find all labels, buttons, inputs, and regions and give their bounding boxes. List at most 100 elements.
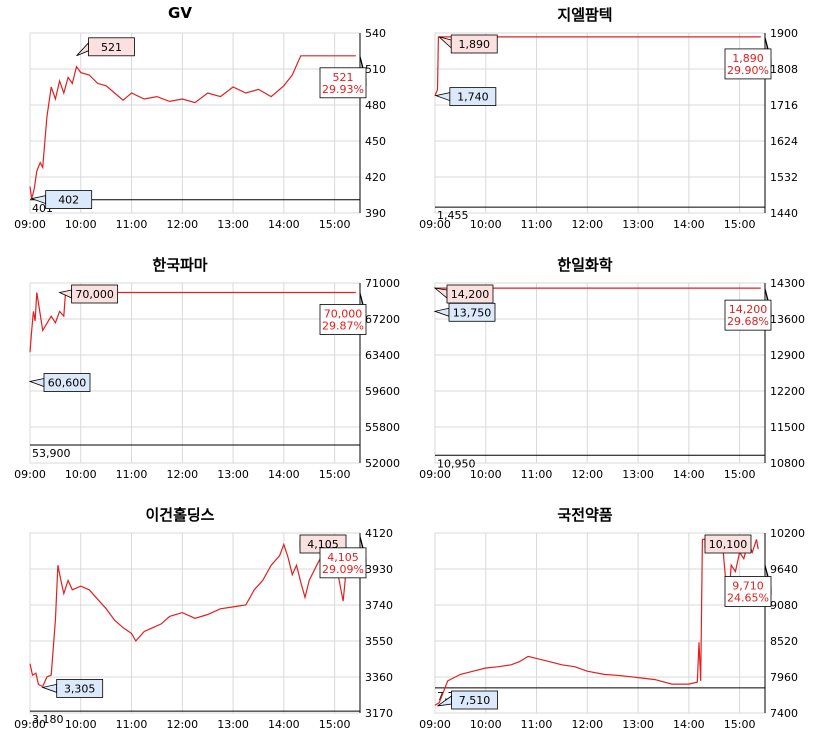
x-tick-label: 11:00 bbox=[116, 718, 148, 731]
y-tick-label: 3740 bbox=[365, 599, 393, 612]
chart-title: 지엘팜텍 bbox=[557, 6, 613, 24]
y-tick-label: 67200 bbox=[365, 313, 400, 326]
y-tick-label: 480 bbox=[365, 99, 386, 112]
price-line bbox=[434, 538, 759, 706]
low-callout: 7,510 bbox=[437, 690, 498, 710]
svg-text:4,105: 4,105 bbox=[327, 551, 359, 564]
y-tick-label: 1440 bbox=[770, 207, 798, 220]
y-tick-label: 1624 bbox=[770, 135, 798, 148]
plot-frame bbox=[29, 282, 361, 464]
svg-text:1,740: 1,740 bbox=[457, 91, 489, 104]
base-line-label: 1,455 bbox=[437, 209, 469, 222]
y-tick-label: 12200 bbox=[770, 385, 805, 398]
x-tick-label: 09:00 bbox=[14, 218, 46, 231]
y-tick-label: 10200 bbox=[770, 527, 805, 540]
svg-text:70,000: 70,000 bbox=[324, 307, 363, 320]
svg-text:14,200: 14,200 bbox=[729, 303, 768, 316]
high-callout: 521 bbox=[76, 37, 135, 57]
x-tick-label: 10:00 bbox=[65, 218, 97, 231]
x-tick-label: 13:00 bbox=[217, 718, 249, 731]
svg-text:402: 402 bbox=[58, 194, 79, 207]
high-callout: 1,890 bbox=[438, 34, 498, 54]
x-tick-label: 14:00 bbox=[268, 718, 300, 731]
chart-title: 국전약품 bbox=[557, 506, 613, 524]
y-tick-label: 55800 bbox=[365, 421, 400, 434]
x-tick-label: 12:00 bbox=[166, 718, 198, 731]
x-tick-label: 13:00 bbox=[622, 218, 654, 231]
svg-text:29.93%: 29.93% bbox=[322, 83, 364, 96]
low-callout: 402 bbox=[30, 190, 93, 210]
y-tick-label: 12900 bbox=[770, 349, 805, 362]
svg-text:29.87%: 29.87% bbox=[322, 319, 364, 332]
x-tick-label: 09:00 bbox=[14, 468, 46, 481]
x-tick-label: 09:00 bbox=[419, 718, 451, 731]
y-tick-label: 1532 bbox=[770, 171, 798, 184]
x-tick-label: 15:00 bbox=[319, 718, 351, 731]
plot-frame bbox=[434, 32, 766, 214]
chart-svg: 09:00 10:00 11:00 12:00 13:00 14:00 15:00 10800… bbox=[419, 277, 805, 481]
y-tick-label: 52000 bbox=[365, 457, 400, 470]
chart-panel: 이건홀딩스 09:00 10:00 11:00 12:00 13:00 14:00 15:00… bbox=[0, 500, 410, 740]
y-tick-label: 14300 bbox=[770, 277, 805, 290]
x-tick-label: 10:00 bbox=[65, 468, 97, 481]
svg-text:70,000: 70,000 bbox=[75, 288, 114, 301]
chart-svg: 09:00 10:00 11:00 12:00 13:00 14:00 15:00 390 42… bbox=[14, 27, 386, 231]
x-tick-label: 11:00 bbox=[116, 468, 148, 481]
y-tick-label: 4120 bbox=[365, 527, 393, 540]
x-tick-label: 12:00 bbox=[571, 218, 603, 231]
svg-text:1,890: 1,890 bbox=[732, 52, 764, 65]
x-tick-label: 10:00 bbox=[65, 718, 97, 731]
svg-text:3,305: 3,305 bbox=[64, 682, 96, 695]
y-tick-label: 1808 bbox=[770, 63, 798, 76]
chart-panel: GV 09:00 10:00 11:00 12:00 13:00 14:00 15:00 390… bbox=[0, 0, 410, 240]
y-tick-label: 63400 bbox=[365, 349, 400, 362]
y-tick-label: 3550 bbox=[365, 635, 393, 648]
svg-text:7,510: 7,510 bbox=[459, 694, 491, 707]
y-tick-label: 1900 bbox=[770, 27, 798, 40]
chart-title: 한일화학 bbox=[557, 256, 613, 274]
x-tick-label: 15:00 bbox=[319, 468, 351, 481]
chart-panel: 지엘팜텍 09:00 10:00 11:00 12:00 13:00 14:00 15:00 1… bbox=[405, 0, 815, 240]
svg-text:14,200: 14,200 bbox=[451, 288, 490, 301]
svg-text:521: 521 bbox=[333, 71, 354, 84]
chart-title: 한국파마 bbox=[152, 256, 208, 274]
x-tick-label: 12:00 bbox=[571, 468, 603, 481]
chart-title: 이건홀딩스 bbox=[145, 506, 215, 524]
y-tick-label: 7960 bbox=[770, 671, 798, 684]
x-tick-label: 15:00 bbox=[724, 718, 756, 731]
low-callout: 13,750 bbox=[433, 302, 496, 322]
y-tick-label: 3930 bbox=[365, 563, 393, 576]
base-line-label: 3,180 bbox=[32, 713, 64, 726]
chart-svg: 09:00 10:00 11:00 12:00 13:00 14:00 15:00 7400 7… bbox=[419, 527, 805, 731]
high-callout: 70,000 bbox=[58, 284, 119, 304]
chart-panel: 국전약품 09:00 10:00 11:00 12:00 13:00 14:00 15:00 7… bbox=[405, 500, 815, 740]
y-tick-label: 1716 bbox=[770, 99, 798, 112]
base-line-label: 53,900 bbox=[32, 447, 71, 460]
x-tick-label: 11:00 bbox=[521, 468, 553, 481]
price-line bbox=[29, 535, 357, 688]
svg-text:60,600: 60,600 bbox=[48, 377, 87, 390]
y-tick-label: 59600 bbox=[365, 385, 400, 398]
x-tick-label: 10:00 bbox=[470, 468, 502, 481]
chart-panel: 한국파마 09:00 10:00 11:00 12:00 13:00 14:00 15:00 5… bbox=[0, 250, 410, 490]
y-tick-label: 3360 bbox=[365, 671, 393, 684]
x-tick-label: 10:00 bbox=[470, 718, 502, 731]
x-tick-label: 12:00 bbox=[166, 468, 198, 481]
price-line bbox=[29, 291, 356, 353]
plot-frame bbox=[434, 532, 766, 714]
plot-frame bbox=[29, 32, 361, 214]
x-tick-label: 11:00 bbox=[521, 718, 553, 731]
x-tick-label: 15:00 bbox=[724, 218, 756, 231]
svg-text:29.90%: 29.90% bbox=[727, 64, 769, 77]
x-tick-label: 11:00 bbox=[521, 218, 553, 231]
chart-svg: 09:00 10:00 11:00 12:00 13:00 14:00 15:00 1440 1… bbox=[419, 27, 798, 231]
x-tick-label: 14:00 bbox=[673, 468, 705, 481]
y-tick-label: 8520 bbox=[770, 635, 798, 648]
y-tick-label: 450 bbox=[365, 135, 386, 148]
